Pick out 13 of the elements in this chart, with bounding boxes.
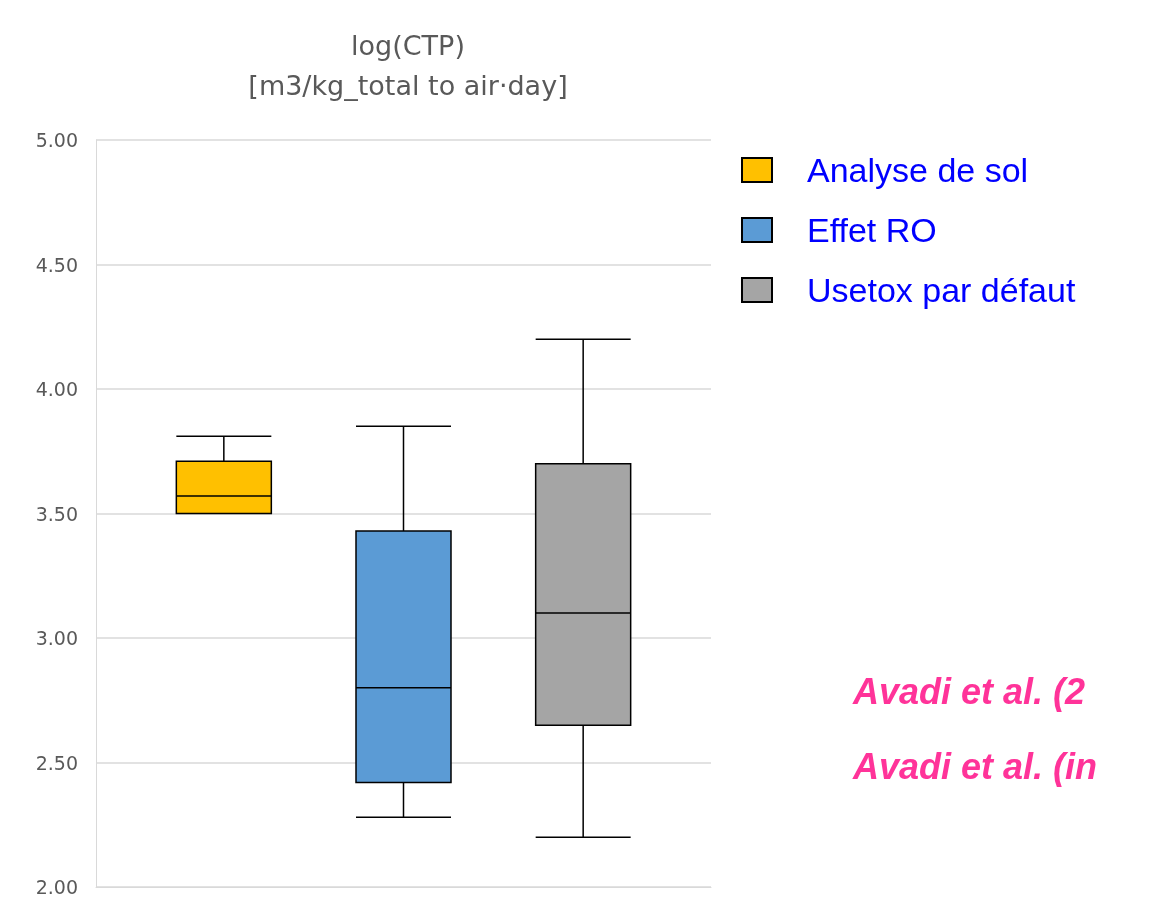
legend-label: Usetox par défaut (807, 271, 1076, 309)
y-tick-label: 2.00 (35, 876, 78, 898)
y-tick-label: 4.50 (35, 253, 78, 276)
y-tick-label: 4.00 (35, 378, 78, 400)
y-tick-label: 2.50 (35, 751, 78, 774)
text: Avadi et al. (in (852, 745, 1098, 787)
legend-label: Effet RO (807, 211, 937, 249)
y-tick-label: 3.00 (35, 627, 78, 649)
chart-title: log(CTP) [m3/kg_total to air·day] (248, 29, 568, 101)
y-tick-label: 3.50 (35, 502, 78, 525)
y-tick-label: 5.00 (35, 129, 78, 151)
legend-label: Analyse de sol (807, 151, 1029, 189)
text: Avadi et al. (2 (852, 670, 1086, 712)
